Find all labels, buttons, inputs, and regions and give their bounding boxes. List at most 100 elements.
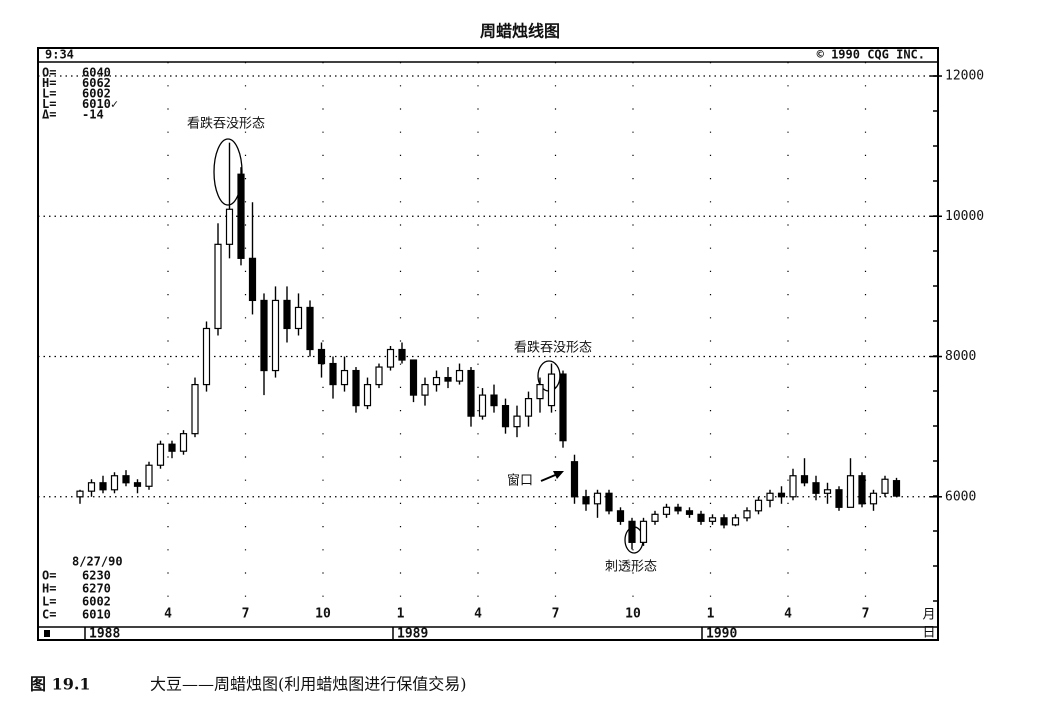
last-label: H= [42, 582, 56, 596]
annotation: 刺透形态 [605, 560, 657, 575]
candle-body [858, 475, 866, 505]
y-tick-label: 6000 [945, 489, 976, 504]
candle-body [145, 464, 153, 487]
annotation: 看跌吞没形态 [514, 340, 592, 356]
quote-value: 6062 [82, 76, 111, 90]
annotation-circle [213, 138, 243, 206]
candle-body [260, 299, 268, 372]
candle-body [513, 415, 521, 428]
x-unit-day: 日 [922, 626, 935, 641]
candle-body [87, 482, 96, 492]
candle-body [720, 517, 728, 526]
candle-body [386, 348, 395, 368]
candle-body [892, 480, 901, 497]
x-tick-label: 4 [164, 607, 172, 622]
x-tick-label: 10 [625, 607, 641, 622]
annotation: 看跌吞没形态 [187, 116, 265, 132]
candle-body [846, 475, 855, 508]
candle-body [789, 475, 797, 498]
candle-body [743, 510, 751, 519]
candle-body [363, 383, 372, 407]
candle-body [800, 475, 809, 484]
candle-body [329, 362, 337, 386]
candle-body [835, 489, 843, 508]
candle-body [616, 510, 625, 522]
quote-value: 6010✓ [82, 97, 118, 111]
candle-body [110, 475, 119, 491]
candle-body [237, 173, 245, 259]
candle-body [444, 376, 452, 382]
x-tick-label: 7 [862, 607, 870, 622]
quote-value: 6040 [82, 66, 111, 80]
x-tick-label: 7 [552, 607, 560, 622]
candle-body [536, 383, 544, 400]
x-unit-month: 月 [922, 608, 935, 623]
x-year-label: 1988 [89, 627, 120, 642]
candle-body [547, 373, 556, 407]
candle-body [156, 443, 165, 466]
candle-body [352, 369, 360, 407]
candle-body [490, 394, 498, 407]
candle-body [731, 517, 740, 526]
candle-body [317, 348, 326, 365]
annotation: 窗口 [507, 473, 533, 489]
header-time: 9:34 [45, 48, 74, 62]
caption-label: 图 19.1 [30, 675, 91, 694]
x-year-label: 1990 [706, 627, 737, 642]
candle-body [76, 490, 84, 498]
candle-body [225, 208, 234, 245]
candle-body [421, 383, 429, 396]
quote-label: Δ= [42, 108, 56, 122]
candle-body [708, 517, 717, 522]
caption-text: 大豆——周蜡烛图(利用蜡烛图进行保值交易) [150, 675, 467, 694]
last-label: O= [42, 569, 56, 583]
y-tick-label: 8000 [945, 349, 976, 364]
candle-body [294, 306, 303, 330]
candle-body [697, 513, 705, 522]
candle-body [398, 348, 406, 361]
annotation-arrowhead [553, 471, 564, 479]
candle-body [639, 520, 648, 543]
candle-body [122, 475, 130, 484]
candle-body [455, 369, 464, 382]
candle-body [501, 405, 510, 428]
candle-body [593, 492, 602, 505]
candle-body [340, 369, 349, 386]
x-tick-label: 4 [784, 607, 792, 622]
candle-body [168, 443, 176, 452]
candle-body [766, 492, 774, 501]
candle-body [869, 492, 878, 505]
candle-body [467, 369, 475, 417]
last-label: C= [42, 608, 56, 622]
quote-value: -14 [82, 108, 104, 122]
x-tick-label: 1 [707, 607, 715, 622]
candle-body [582, 496, 590, 505]
candle-body [685, 510, 694, 515]
x-tick-label: 1 [397, 607, 405, 622]
last-value: 6002 [82, 595, 111, 609]
candle-body [777, 492, 786, 498]
candle-body [202, 327, 211, 386]
candle-body [823, 489, 832, 494]
header-copyright: © 1990 CQG INC. [817, 48, 925, 62]
last-value: 6270 [82, 582, 111, 596]
candle-body [191, 383, 199, 435]
candle-body [375, 366, 383, 386]
y-tick-label: 10000 [945, 209, 984, 224]
footer-marker [44, 630, 50, 637]
candle-body [674, 506, 682, 512]
candle-body [306, 306, 314, 351]
candle-body [628, 520, 636, 543]
candle-body [214, 243, 222, 330]
y-tick-label: 12000 [945, 69, 984, 84]
chart-title: 周蜡烛线图 [480, 22, 560, 41]
x-tick-label: 7 [242, 607, 250, 622]
candle-body [812, 482, 820, 494]
quote-value: 6002 [82, 87, 111, 101]
candle-body [754, 499, 763, 512]
x-year-label: 1989 [397, 627, 428, 642]
quote-label: L= [42, 97, 56, 111]
candle-body [432, 376, 441, 386]
plot-frame [37, 47, 939, 641]
